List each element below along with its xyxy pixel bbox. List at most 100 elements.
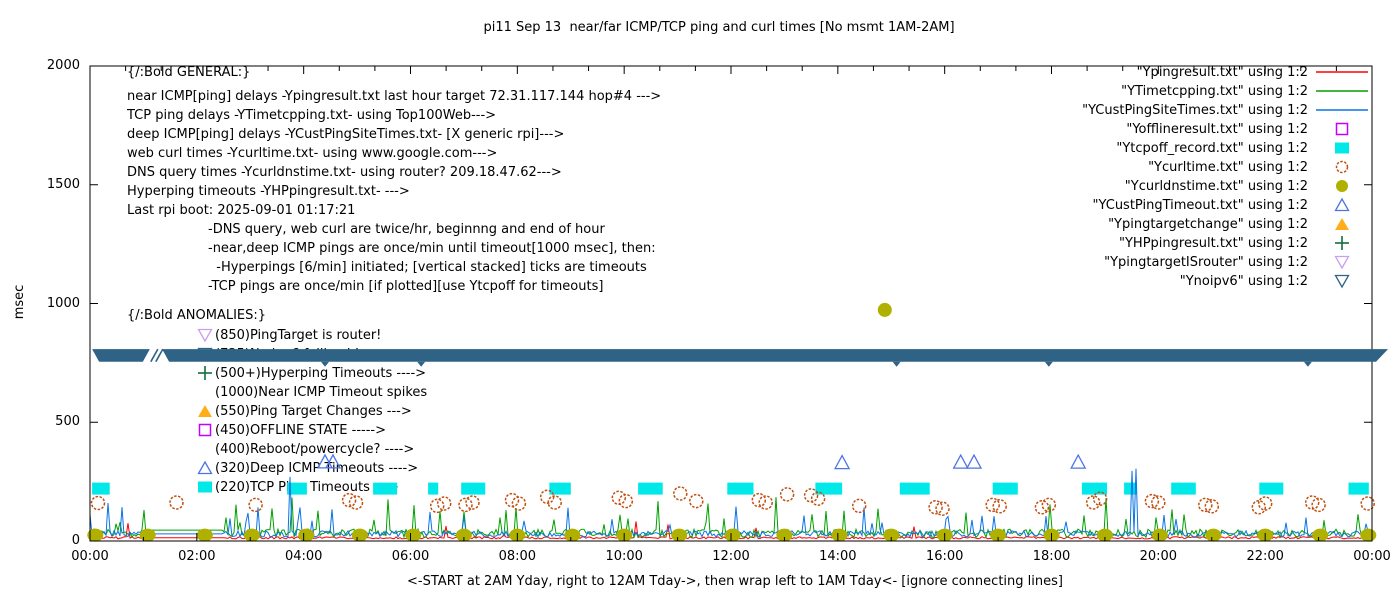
line-marker-icon [1316,90,1368,92]
triangle-filled-marker-shape [1335,218,1349,230]
square-open-marker-icon [1335,122,1349,136]
legend-row: "YpingtargetISrouter" using 1:2 [1104,253,1370,271]
legend-label: "YpingtargetISrouter" using 1:2 [1104,254,1308,270]
general-line: DNS query times -Ycurldnstime.txt- using… [127,165,562,180]
triangle-filled-marker-icon [198,405,212,417]
legend-row: "Yofflineresult.txt" using 1:2 [1126,120,1370,138]
anomaly-line: (725)No ipv6 fallback! [197,346,360,362]
anomaly-text: (320)Deep ICMP Timeouts ----> [215,460,419,476]
general-line: web curl times -Ycurltime.txt- using www… [127,146,498,161]
x-tick-label: 10:00 [605,549,643,564]
legend-row: "Ycurltime.txt" using 1:2 [1148,158,1370,176]
anomaly-line: (220)TCP Ping Timeouts ---> [197,479,399,495]
triangle-down-open-marker-icon [1334,255,1350,270]
triangle-down-open-marker-shape [197,328,213,343]
square-open-marker-shape [1335,122,1349,136]
x-tick-label: 22:00 [1246,549,1284,564]
y-axis-label: msec [12,284,27,320]
triangle-down-open-marker-icon [197,328,213,343]
general-heading: {/:Bold GENERAL:} [127,65,251,80]
x-tick-label: 00:00 [71,549,109,564]
general-line: Last rpi boot: 2025-09-01 01:17:21 [127,203,356,218]
x-tick-label: 20:00 [1139,549,1178,564]
anomaly-text: (220)TCP Ping Timeouts ---> [215,479,399,495]
square-filled-marker-shape [1335,142,1349,154]
legend-label: "Ycurldnstime.txt" using 1:2 [1124,178,1308,194]
legend-label: "Ytcpoff_record.txt" using 1:2 [1116,140,1308,156]
general-line: near ICMP[ping] delays -Ypingresult.txt … [127,89,662,104]
general-line: Hyperping timeouts -YHPpingresult.txt- -… [127,184,410,199]
square-open-marker-icon [198,423,212,437]
anomaly-line: (400)Reboot/powercycle? ----> [197,441,414,457]
y-tick-label: 500 [55,414,80,430]
anomaly-marker-cell [197,365,213,381]
plus-marker-icon [198,366,212,380]
triangle-down-open-marker-icon [1334,274,1350,289]
triangle-open-marker-icon [1334,197,1350,212]
anomaly-line: (320)Deep ICMP Timeouts ----> [197,460,418,476]
general-note-line: -TCP pings are once/min [if plotted][use… [208,279,604,294]
y-tick-label: 1000 [46,295,80,311]
legend-label: "YTimetcpping.txt" using 1:2 [1121,83,1308,99]
y-tick-label: 0 [71,533,80,548]
legend-label: "Ypingresult.txt" using 1:2 [1136,64,1308,80]
square-filled-marker-shape [198,481,212,493]
triangle-down-open-marker-shape [1334,274,1350,289]
anomaly-marker-cell [197,479,213,495]
circle-open-marker-icon [1335,160,1349,174]
chart-title: pi11 Sep 13 near/far ICMP/TCP ping and c… [483,20,955,35]
line-marker-icon [1316,109,1368,111]
anomaly-marker-cell [197,422,213,438]
triangle-filled-marker-icon [1335,218,1349,230]
legend-row: "Ypingtargetchange" using 1:2 [1108,215,1370,233]
anomaly-marker-cell [197,384,213,400]
line-marker-icon [1316,71,1368,73]
legend-label: "Ycurltime.txt" using 1:2 [1148,159,1308,175]
triangle-down-open-marker-icon [197,347,213,362]
anomaly-text: (500+)Hyperping Timeouts ----> [215,365,427,381]
square-filled-marker-icon [1335,142,1349,154]
legend-row: "YCustPingTimeout.txt" using 1:2 [1093,196,1370,214]
square-open-marker-shape [198,423,212,437]
x-tick-label: 12:00 [712,549,750,564]
x-tick-label: 04:00 [284,549,323,564]
circle-filled-marker-icon [1336,180,1348,192]
triangle-down-open-marker-shape [197,347,213,362]
general-line: deep ICMP[ping] delays -YCustPingSiteTim… [127,127,565,142]
anomaly-text: (400)Reboot/powercycle? ----> [215,441,415,457]
legend-row: "Ycurldnstime.txt" using 1:2 [1125,177,1370,195]
anomalies-heading: {/:Bold ANOMALIES:} [127,308,267,323]
legend-label: "Yofflineresult.txt" using 1:2 [1126,121,1308,137]
triangle-down-open-marker-shape [1334,255,1350,270]
legend-row: "Ynoipv6" using 1:2 [1180,272,1370,290]
legend-label: "Ypingtargetchange" using 1:2 [1108,216,1308,232]
legend-row: "YCustPingSiteTimes.txt" using 1:2 [1082,101,1370,119]
anomaly-line: (550)Ping Target Changes ---> [197,403,412,419]
x-tick-label: 02:00 [178,549,216,564]
anomaly-line: (500+)Hyperping Timeouts ----> [197,365,426,381]
general-note-line: -DNS query, web curl are twice/hr, begin… [208,222,605,237]
circle-open-marker-shape [1335,160,1349,174]
anomaly-text: (1000)Near ICMP Timeout spikes [215,384,428,400]
anomaly-text: (850)PingTarget is router! [215,327,382,343]
anomaly-text: (550)Ping Target Changes ---> [215,403,412,419]
legend-label: "YCustPingTimeout.txt" using 1:2 [1092,197,1308,213]
general-line: TCP ping delays -YTimetcpping.txt- using… [127,108,497,123]
anomaly-line: (1000)Near ICMP Timeout spikes [197,384,427,400]
legend-label: "YCustPingSiteTimes.txt" using 1:2 [1082,102,1308,118]
anomaly-text: (450)OFFLINE STATE -----> [215,422,386,438]
x-tick-label: 06:00 [391,549,430,564]
anomaly-text: (725)No ipv6 fallback! [215,346,360,362]
general-note-line: -near,deep ICMP pings are once/min until… [208,241,656,256]
anomaly-marker-cell [197,403,213,419]
circle-filled-marker-shape [1336,180,1348,192]
legend-row: "YHPpingresult.txt" using 1:2 [1119,234,1370,252]
legend-row: "YTimetcpping.txt" using 1:2 [1121,82,1370,100]
x-tick-label: 18:00 [1032,549,1071,564]
anomaly-line: (450)OFFLINE STATE -----> [197,422,386,438]
x-tick-label: 08:00 [498,549,537,564]
x-tick-label: 16:00 [925,549,964,564]
triangle-open-marker-shape [197,460,213,475]
legend-label: "YHPpingresult.txt" using 1:2 [1119,235,1308,251]
